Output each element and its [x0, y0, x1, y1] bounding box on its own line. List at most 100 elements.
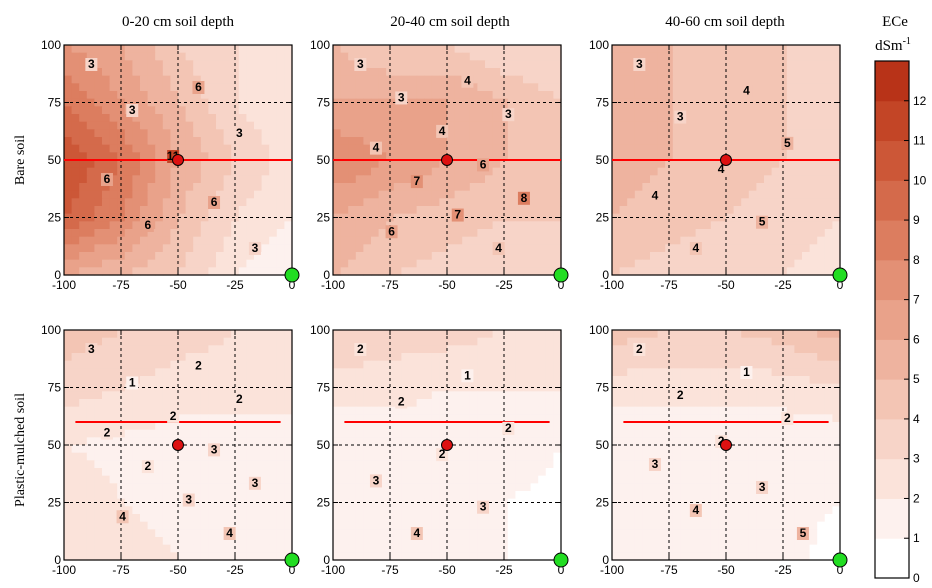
field-cell: [718, 144, 727, 153]
field-cell: [170, 483, 179, 492]
field-cell: [741, 345, 750, 354]
field-cell: [140, 414, 149, 423]
field-cell: [162, 259, 171, 268]
field-cell: [378, 445, 387, 454]
field-cell: [363, 152, 372, 161]
field-cell: [284, 399, 293, 408]
field-cell: [71, 406, 80, 415]
field-cell: [94, 529, 103, 538]
field-cell: [333, 60, 342, 69]
field-cell: [79, 506, 88, 515]
field-cell: [553, 521, 562, 530]
field-cell: [726, 229, 735, 238]
field-cell: [523, 236, 532, 245]
field-cell: [733, 252, 742, 261]
field-cell: [462, 514, 471, 523]
field-cell: [802, 330, 811, 339]
field-cell: [132, 137, 141, 146]
field-cell: [612, 252, 621, 261]
field-cell: [726, 137, 735, 146]
field-cell: [276, 368, 285, 377]
field-cell: [254, 114, 263, 123]
field-cell: [132, 267, 141, 276]
field-cell: [178, 229, 187, 238]
field-cell: [786, 129, 795, 138]
field-cell: [355, 106, 364, 115]
field-cell: [507, 345, 516, 354]
field-cell: [254, 330, 263, 339]
field-cell: [79, 345, 88, 354]
field-cell: [424, 259, 433, 268]
field-cell: [695, 106, 704, 115]
field-cell: [523, 437, 532, 446]
field-cell: [378, 391, 387, 400]
field-cell: [261, 206, 270, 215]
field-cell: [193, 259, 202, 268]
x-tick-label: -50: [169, 563, 187, 577]
field-cell: [817, 360, 826, 369]
field-cell: [416, 422, 425, 431]
field-cell: [431, 468, 440, 477]
field-cell: [832, 114, 841, 123]
field-cell: [162, 406, 171, 415]
field-cell: [208, 175, 217, 184]
field-cell: [200, 468, 209, 477]
field-cell: [802, 75, 811, 84]
field-cell: [515, 60, 524, 69]
field-cell: [642, 198, 651, 207]
field-cell: [64, 75, 73, 84]
field-cell: [726, 337, 735, 346]
field-cell: [254, 198, 263, 207]
field-cell: [416, 345, 425, 354]
field-cell: [276, 267, 285, 276]
field-cell: [665, 206, 674, 215]
field-cell: [756, 252, 765, 261]
field-cell: [200, 190, 209, 199]
field-cell: [94, 353, 103, 362]
field-cell: [634, 144, 643, 153]
field-cell: [538, 537, 547, 546]
field-cell: [424, 152, 433, 161]
field-cell: [371, 514, 380, 523]
field-cell: [170, 544, 179, 553]
field-cell: [462, 337, 471, 346]
field-cell: [216, 475, 225, 484]
field-cell: [371, 198, 380, 207]
field-cell: [269, 353, 278, 362]
field-cell: [703, 160, 712, 169]
field-cell: [824, 160, 833, 169]
field-cell: [786, 206, 795, 215]
field-cell: [523, 206, 532, 215]
field-cell: [431, 114, 440, 123]
field-cell: [170, 460, 179, 469]
field-cell: [454, 75, 463, 84]
field-cell: [269, 437, 278, 446]
field-cell: [680, 259, 689, 268]
field-cell: [109, 429, 118, 438]
field-cell: [469, 429, 478, 438]
field-cell: [523, 252, 532, 261]
field-cell: [340, 229, 349, 238]
field-cell: [462, 521, 471, 530]
field-cell: [140, 229, 149, 238]
field-cell: [371, 167, 380, 176]
field-cell: [695, 229, 704, 238]
field-cell: [634, 137, 643, 146]
field-cell: [500, 468, 509, 477]
field-cell: [530, 391, 539, 400]
field-cell: [79, 267, 88, 276]
field-cell: [371, 537, 380, 546]
field-cell: [155, 45, 164, 54]
field-cell: [185, 83, 194, 92]
field-cell: [162, 445, 171, 454]
field-cell: [786, 91, 795, 100]
field-cell: [409, 252, 418, 261]
field-cell: [764, 106, 773, 115]
field-cell: [261, 229, 270, 238]
field-cell: [680, 183, 689, 192]
field-cell: [348, 68, 357, 77]
field-cell: [733, 144, 742, 153]
field-cell: [348, 376, 357, 385]
field-cell: [393, 221, 402, 230]
field-cell: [185, 221, 194, 230]
